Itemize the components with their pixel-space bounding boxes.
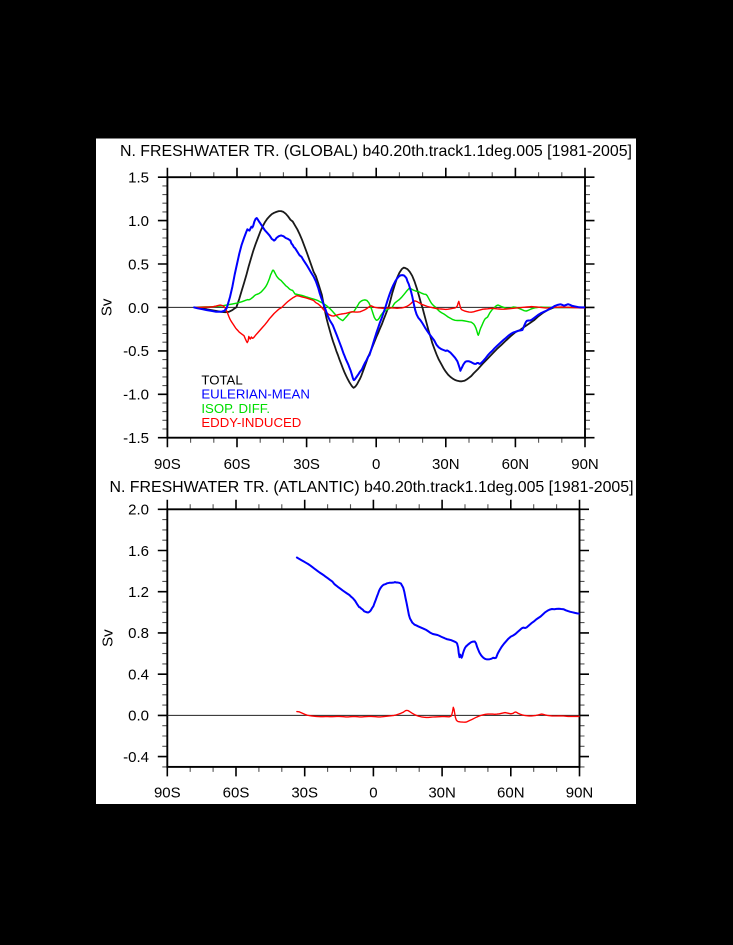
svg-text:1.5: 1.5 xyxy=(128,170,149,187)
svg-text:60N: 60N xyxy=(497,785,525,802)
svg-text:90N: 90N xyxy=(566,785,594,802)
svg-text:30N: 30N xyxy=(428,785,456,802)
svg-text:30S: 30S xyxy=(293,456,320,473)
svg-text:0: 0 xyxy=(369,785,377,802)
svg-text:30S: 30S xyxy=(291,785,318,802)
svg-text:0.0: 0.0 xyxy=(128,708,149,725)
svg-text:60S: 60S xyxy=(223,785,250,802)
svg-text:0.5: 0.5 xyxy=(128,256,149,273)
svg-text:Sv: Sv xyxy=(100,629,117,647)
svg-text:90N: 90N xyxy=(571,456,599,473)
svg-text:-0.4: -0.4 xyxy=(123,749,149,766)
svg-text:N. FRESHWATER TR. (GLOBAL) b40: N. FRESHWATER TR. (GLOBAL) b40.20th.trac… xyxy=(120,143,632,160)
svg-text:1.0: 1.0 xyxy=(128,213,149,230)
svg-text:30N: 30N xyxy=(432,456,460,473)
svg-text:0: 0 xyxy=(372,456,380,473)
svg-text:90S: 90S xyxy=(154,456,181,473)
svg-text:Sv: Sv xyxy=(99,298,116,316)
svg-text:-1.0: -1.0 xyxy=(123,387,149,404)
svg-text:TOTAL: TOTAL xyxy=(201,372,242,387)
svg-text:1.6: 1.6 xyxy=(128,543,149,560)
svg-text:EDDY-INDUCED: EDDY-INDUCED xyxy=(201,415,301,430)
svg-text:1.2: 1.2 xyxy=(128,584,149,601)
svg-text:2.0: 2.0 xyxy=(128,502,149,519)
svg-text:EULERIAN-MEAN: EULERIAN-MEAN xyxy=(201,387,309,402)
svg-text:-0.5: -0.5 xyxy=(123,343,149,360)
svg-text:60S: 60S xyxy=(224,456,251,473)
svg-text:60N: 60N xyxy=(502,456,530,473)
svg-text:0.4: 0.4 xyxy=(128,667,149,684)
svg-text:0.0: 0.0 xyxy=(128,300,149,317)
svg-text:0.8: 0.8 xyxy=(128,625,149,642)
svg-text:-1.5: -1.5 xyxy=(123,430,149,447)
svg-text:N. FRESHWATER TR. (ATLANTIC) b: N. FRESHWATER TR. (ATLANTIC) b40.20th.tr… xyxy=(109,479,633,496)
svg-text:ISOP. DIFF.: ISOP. DIFF. xyxy=(201,401,270,416)
svg-text:90S: 90S xyxy=(154,785,181,802)
